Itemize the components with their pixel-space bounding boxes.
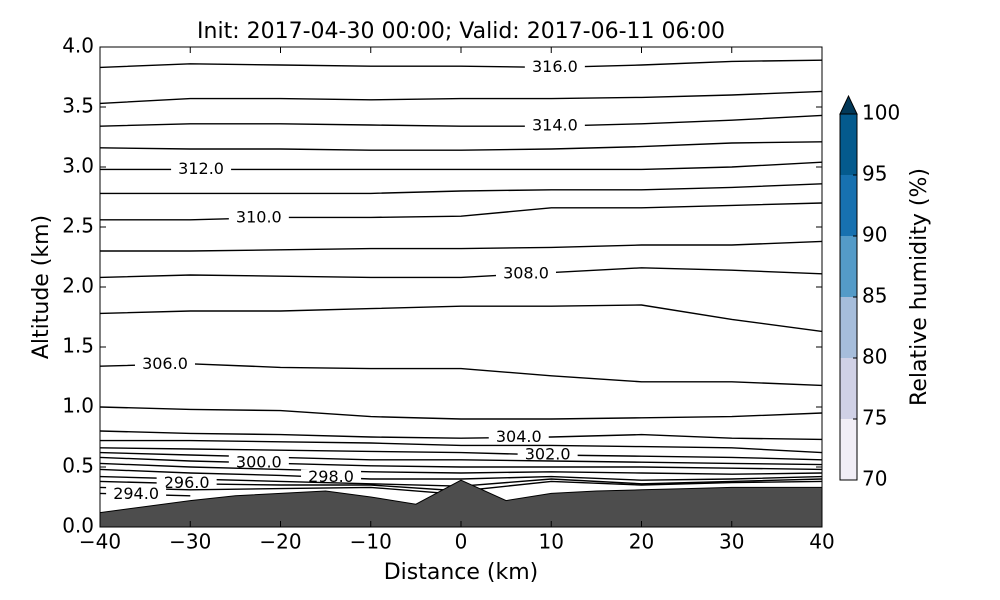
x-tick-label: 20	[629, 530, 654, 554]
colorbar-band	[840, 175, 857, 236]
contour-line	[100, 59, 822, 69]
colorbar-label: Relative humidity (%)	[907, 168, 932, 406]
contour-label: 304.0	[496, 427, 542, 446]
x-tick-label: −20	[259, 530, 301, 554]
contour-line	[100, 90, 822, 105]
contour-line	[100, 462, 822, 475]
plot: 316.0 314.0 312.0 310.0 308.0 306.0 304.0302.0…	[100, 57, 822, 527]
y-tick-label: 4.0	[62, 34, 94, 58]
contour-line	[100, 183, 822, 195]
colorbar-tick-label: 80	[862, 345, 887, 369]
contour-label: 316.0	[532, 57, 578, 76]
contour-label-gap	[524, 59, 585, 76]
y-tick-label: 2.0	[62, 274, 94, 298]
colorbar-band	[840, 114, 857, 175]
colorbar-tick-label: 90	[862, 223, 887, 247]
x-tick-label: −30	[169, 530, 211, 554]
contour-label-gap	[106, 486, 167, 503]
contour-label-gap	[517, 446, 578, 463]
contour-line	[100, 141, 822, 151]
colorbar-tick-label: 70	[862, 467, 887, 491]
contour-label-gap	[228, 209, 289, 226]
contour-label: 298.0	[308, 467, 354, 486]
contour-label: 306.0	[142, 354, 188, 373]
contour-line	[100, 406, 822, 420]
contour-line	[100, 114, 822, 127]
contour-label: 310.0	[236, 207, 282, 226]
contour-line	[100, 439, 822, 454]
colorbar-tick-label: 75	[862, 406, 887, 430]
x-tick-label: −40	[79, 530, 121, 554]
contour-line	[100, 430, 822, 441]
colorbar-band	[840, 297, 857, 358]
y-tick-label: 3.5	[62, 94, 94, 118]
contour-line	[100, 267, 822, 279]
contour-label: 300.0	[236, 452, 282, 471]
contour-label-gap	[171, 161, 232, 178]
y-axis-label: Altitude (km)	[29, 215, 54, 359]
colorbar-band	[840, 358, 857, 419]
contour-line	[100, 240, 822, 252]
colorbar-tick-label: 85	[862, 284, 887, 308]
colorbar-band	[840, 419, 857, 480]
y-tick-label: 3.0	[62, 154, 94, 178]
x-axis-label: Distance (km)	[384, 560, 539, 585]
contour-label-gap	[488, 429, 549, 446]
contour-line	[100, 447, 822, 461]
y-tick-label: 1.0	[62, 394, 94, 418]
y-tick-label: 2.5	[62, 214, 94, 238]
contour-line	[100, 468, 822, 481]
contour-label: 302.0	[525, 444, 571, 463]
contour-label: 296.0	[164, 473, 210, 492]
contour-line	[100, 451, 822, 466]
y-tick-label: 1.5	[62, 334, 94, 358]
x-tick-label: 10	[539, 530, 564, 554]
x-tick-label: 30	[719, 530, 744, 554]
x-tick-label: −10	[350, 530, 392, 554]
colorbar-band	[840, 236, 857, 297]
contour-line	[100, 456, 822, 471]
contour-label-gap	[495, 265, 556, 282]
colorbar-tick-label: 95	[862, 162, 887, 186]
colorbar-tick-label: 100	[862, 101, 900, 125]
chart-title: Init: 2017-04-30 00:00; Valid: 2017-06-1…	[197, 19, 725, 44]
contour-label-gap	[228, 454, 289, 471]
contour-label: 312.0	[178, 159, 224, 178]
contour-line	[100, 202, 822, 221]
contour-label-gap	[301, 469, 362, 486]
y-tick-label: 0.5	[62, 454, 94, 478]
contour-label: 308.0	[503, 263, 549, 282]
contour-label: 294.0	[113, 484, 159, 503]
colorbar-extend	[839, 94, 858, 115]
contour-label-gap	[524, 118, 585, 135]
contour-line	[100, 304, 822, 333]
y-tick-label: 0.0	[62, 514, 94, 538]
contour-label-gap	[134, 356, 195, 373]
x-tick-label: 0	[455, 530, 468, 554]
contour-line	[100, 363, 822, 387]
x-tick-label: 40	[809, 530, 834, 554]
contour-label-gap	[156, 475, 217, 492]
terrain	[100, 479, 822, 527]
contour-label: 314.0	[532, 116, 578, 135]
